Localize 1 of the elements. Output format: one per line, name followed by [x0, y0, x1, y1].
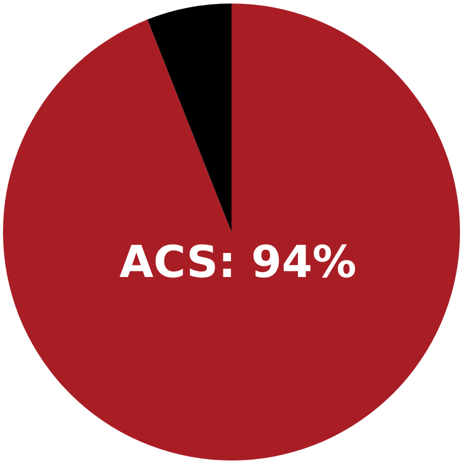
slice-label: ACS: 94% — [119, 237, 356, 288]
